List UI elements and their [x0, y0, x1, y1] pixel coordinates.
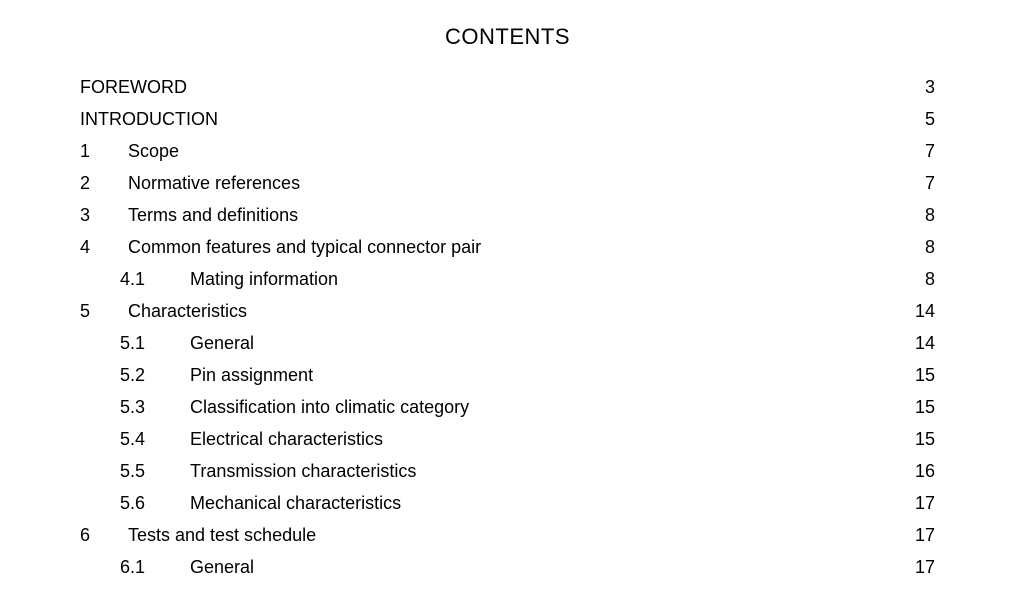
toc-label: Mechanical characteristics — [190, 494, 401, 512]
toc-page-number: 7 — [913, 142, 935, 160]
toc-number: 6.1 — [120, 558, 190, 576]
toc-number: 6 — [80, 526, 128, 544]
toc-entry: INTRODUCTION 5 — [80, 110, 935, 128]
toc-entry: 5Characteristics 14 — [80, 302, 935, 320]
toc-entry: 5.6Mechanical characteristics 17 — [80, 494, 935, 512]
toc-label: Scope — [128, 142, 179, 160]
toc-number: 5.6 — [120, 494, 190, 512]
toc-page-number: 15 — [913, 430, 935, 448]
toc-number: 2 — [80, 174, 128, 192]
toc-entry: 6Tests and test schedule 17 — [80, 526, 935, 544]
toc-label: Characteristics — [128, 302, 247, 320]
toc-entry: 5.4Electrical characteristics 15 — [80, 430, 935, 448]
toc-number: 1 — [80, 142, 128, 160]
toc-page-number: 5 — [913, 110, 935, 128]
toc-label: Mating information — [190, 270, 338, 288]
toc-page-number: 3 — [913, 78, 935, 96]
toc-label: FOREWORD — [80, 78, 187, 96]
table-of-contents: FOREWORD3INTRODUCTION51Scope72Normative … — [80, 78, 935, 576]
toc-page-number: 15 — [913, 366, 935, 384]
toc-number: 4.1 — [120, 270, 190, 288]
toc-number: 3 — [80, 206, 128, 224]
toc-number: 5.5 — [120, 462, 190, 480]
toc-page-number: 8 — [913, 238, 935, 256]
toc-entry: 4.1Mating information 8 — [80, 270, 935, 288]
toc-entry: 6.1General 17 — [80, 558, 935, 576]
toc-page-number: 14 — [913, 302, 935, 320]
toc-entry: 2Normative references 7 — [80, 174, 935, 192]
toc-entry: 1Scope 7 — [80, 142, 935, 160]
toc-page-number: 17 — [913, 526, 935, 544]
toc-label: Pin assignment — [190, 366, 313, 384]
toc-label: Electrical characteristics — [190, 430, 383, 448]
toc-entry: 5.2Pin assignment 15 — [80, 366, 935, 384]
toc-entry: 3Terms and definitions 8 — [80, 206, 935, 224]
toc-entry: 5.1General 14 — [80, 334, 935, 352]
toc-entry: FOREWORD 3 — [80, 78, 935, 96]
toc-page-number: 15 — [913, 398, 935, 416]
toc-page-number: 8 — [913, 270, 935, 288]
toc-number: 4 — [80, 238, 128, 256]
toc-page-number: 17 — [913, 494, 935, 512]
toc-page-number: 14 — [913, 334, 935, 352]
toc-label: Transmission characteristics — [190, 462, 416, 480]
toc-number: 5.1 — [120, 334, 190, 352]
toc-label: General — [190, 558, 254, 576]
toc-number: 5.4 — [120, 430, 190, 448]
toc-entry: 5.5Transmission characteristics 16 — [80, 462, 935, 480]
toc-number: 5 — [80, 302, 128, 320]
toc-page-number: 17 — [913, 558, 935, 576]
toc-label: Terms and definitions — [128, 206, 298, 224]
toc-page-number: 16 — [913, 462, 935, 480]
toc-label: Tests and test schedule — [128, 526, 316, 544]
toc-page-number: 7 — [913, 174, 935, 192]
toc-label: General — [190, 334, 254, 352]
toc-label: INTRODUCTION — [80, 110, 218, 128]
toc-number: 5.2 — [120, 366, 190, 384]
toc-label: Normative references — [128, 174, 300, 192]
toc-number: 5.3 — [120, 398, 190, 416]
toc-page-number: 8 — [913, 206, 935, 224]
toc-entry: 4Common features and typical connector p… — [80, 238, 935, 256]
page-title: CONTENTS — [80, 24, 935, 50]
toc-label: Common features and typical connector pa… — [128, 238, 481, 256]
document-page: CONTENTS FOREWORD3INTRODUCTION51Scope72N… — [0, 0, 1013, 576]
toc-entry: 5.3Classification into climatic category… — [80, 398, 935, 416]
toc-label: Classification into climatic category — [190, 398, 469, 416]
